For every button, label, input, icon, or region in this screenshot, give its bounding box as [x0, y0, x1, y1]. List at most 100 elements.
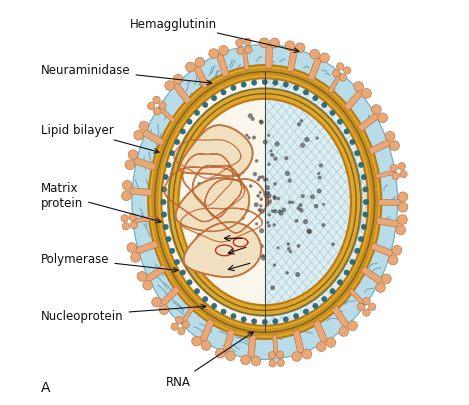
Circle shape [251, 319, 257, 324]
Polygon shape [265, 74, 374, 331]
Circle shape [182, 321, 189, 328]
Circle shape [323, 204, 325, 206]
Circle shape [236, 173, 241, 177]
Circle shape [330, 111, 335, 116]
Circle shape [262, 80, 267, 85]
Circle shape [143, 281, 152, 290]
Polygon shape [358, 113, 379, 132]
Circle shape [261, 177, 264, 179]
Text: Hemagglutinin: Hemagglutinin [129, 17, 299, 53]
Circle shape [242, 217, 244, 220]
Circle shape [264, 194, 267, 197]
Circle shape [253, 173, 257, 176]
Circle shape [392, 246, 402, 256]
Polygon shape [371, 243, 393, 258]
Text: Polymerase: Polymerase [41, 253, 178, 273]
Circle shape [159, 102, 166, 110]
Circle shape [241, 228, 243, 230]
Circle shape [238, 188, 240, 190]
Circle shape [161, 212, 166, 217]
Circle shape [288, 201, 291, 204]
Circle shape [283, 83, 288, 88]
Circle shape [320, 54, 329, 64]
Circle shape [269, 360, 276, 367]
Circle shape [186, 63, 195, 73]
Circle shape [268, 225, 270, 228]
Circle shape [333, 70, 340, 78]
Circle shape [283, 317, 288, 322]
Polygon shape [173, 83, 191, 105]
Circle shape [304, 220, 308, 224]
Circle shape [295, 220, 298, 223]
Circle shape [313, 96, 318, 101]
Circle shape [273, 264, 275, 266]
Circle shape [251, 356, 261, 366]
Circle shape [279, 212, 283, 215]
Circle shape [187, 280, 192, 285]
Circle shape [361, 175, 366, 180]
Circle shape [262, 320, 267, 325]
Circle shape [180, 270, 185, 275]
Circle shape [137, 272, 147, 281]
Circle shape [272, 210, 274, 213]
Circle shape [392, 173, 399, 180]
Circle shape [223, 158, 225, 160]
Circle shape [163, 175, 168, 180]
Circle shape [270, 151, 272, 152]
Circle shape [258, 209, 261, 211]
Circle shape [244, 39, 251, 46]
Circle shape [245, 47, 252, 54]
Circle shape [237, 245, 241, 249]
Circle shape [344, 270, 349, 275]
Circle shape [271, 154, 273, 157]
Circle shape [277, 359, 284, 367]
Circle shape [276, 351, 284, 358]
Circle shape [203, 297, 208, 302]
Circle shape [153, 97, 160, 104]
Circle shape [273, 196, 276, 198]
Polygon shape [242, 50, 249, 70]
Circle shape [299, 204, 302, 207]
Circle shape [398, 192, 408, 202]
Circle shape [241, 83, 246, 88]
Circle shape [297, 245, 300, 247]
Polygon shape [248, 335, 256, 358]
Circle shape [257, 195, 259, 198]
Circle shape [272, 81, 278, 86]
Circle shape [218, 136, 220, 137]
Circle shape [298, 124, 301, 126]
Circle shape [292, 202, 294, 204]
Polygon shape [132, 217, 152, 224]
Circle shape [319, 164, 322, 168]
Circle shape [163, 225, 168, 230]
Polygon shape [129, 188, 152, 196]
Circle shape [231, 86, 236, 91]
Circle shape [265, 179, 268, 181]
Circle shape [296, 273, 300, 277]
Circle shape [268, 192, 269, 194]
Circle shape [344, 130, 349, 135]
Polygon shape [194, 66, 209, 89]
Circle shape [266, 197, 268, 199]
Circle shape [231, 314, 236, 319]
Circle shape [273, 197, 276, 200]
Circle shape [268, 135, 270, 137]
Circle shape [264, 141, 267, 145]
Circle shape [192, 337, 201, 346]
Circle shape [170, 151, 175, 156]
Circle shape [250, 185, 252, 188]
Circle shape [267, 222, 269, 224]
Circle shape [268, 200, 271, 204]
Circle shape [129, 151, 138, 160]
Circle shape [259, 39, 269, 49]
Circle shape [248, 151, 251, 154]
Circle shape [265, 197, 268, 200]
Circle shape [165, 81, 174, 91]
Circle shape [239, 200, 242, 204]
Polygon shape [160, 286, 180, 307]
Circle shape [260, 210, 264, 214]
Circle shape [221, 309, 226, 314]
Circle shape [376, 283, 386, 293]
Polygon shape [175, 178, 250, 232]
Circle shape [260, 122, 263, 125]
